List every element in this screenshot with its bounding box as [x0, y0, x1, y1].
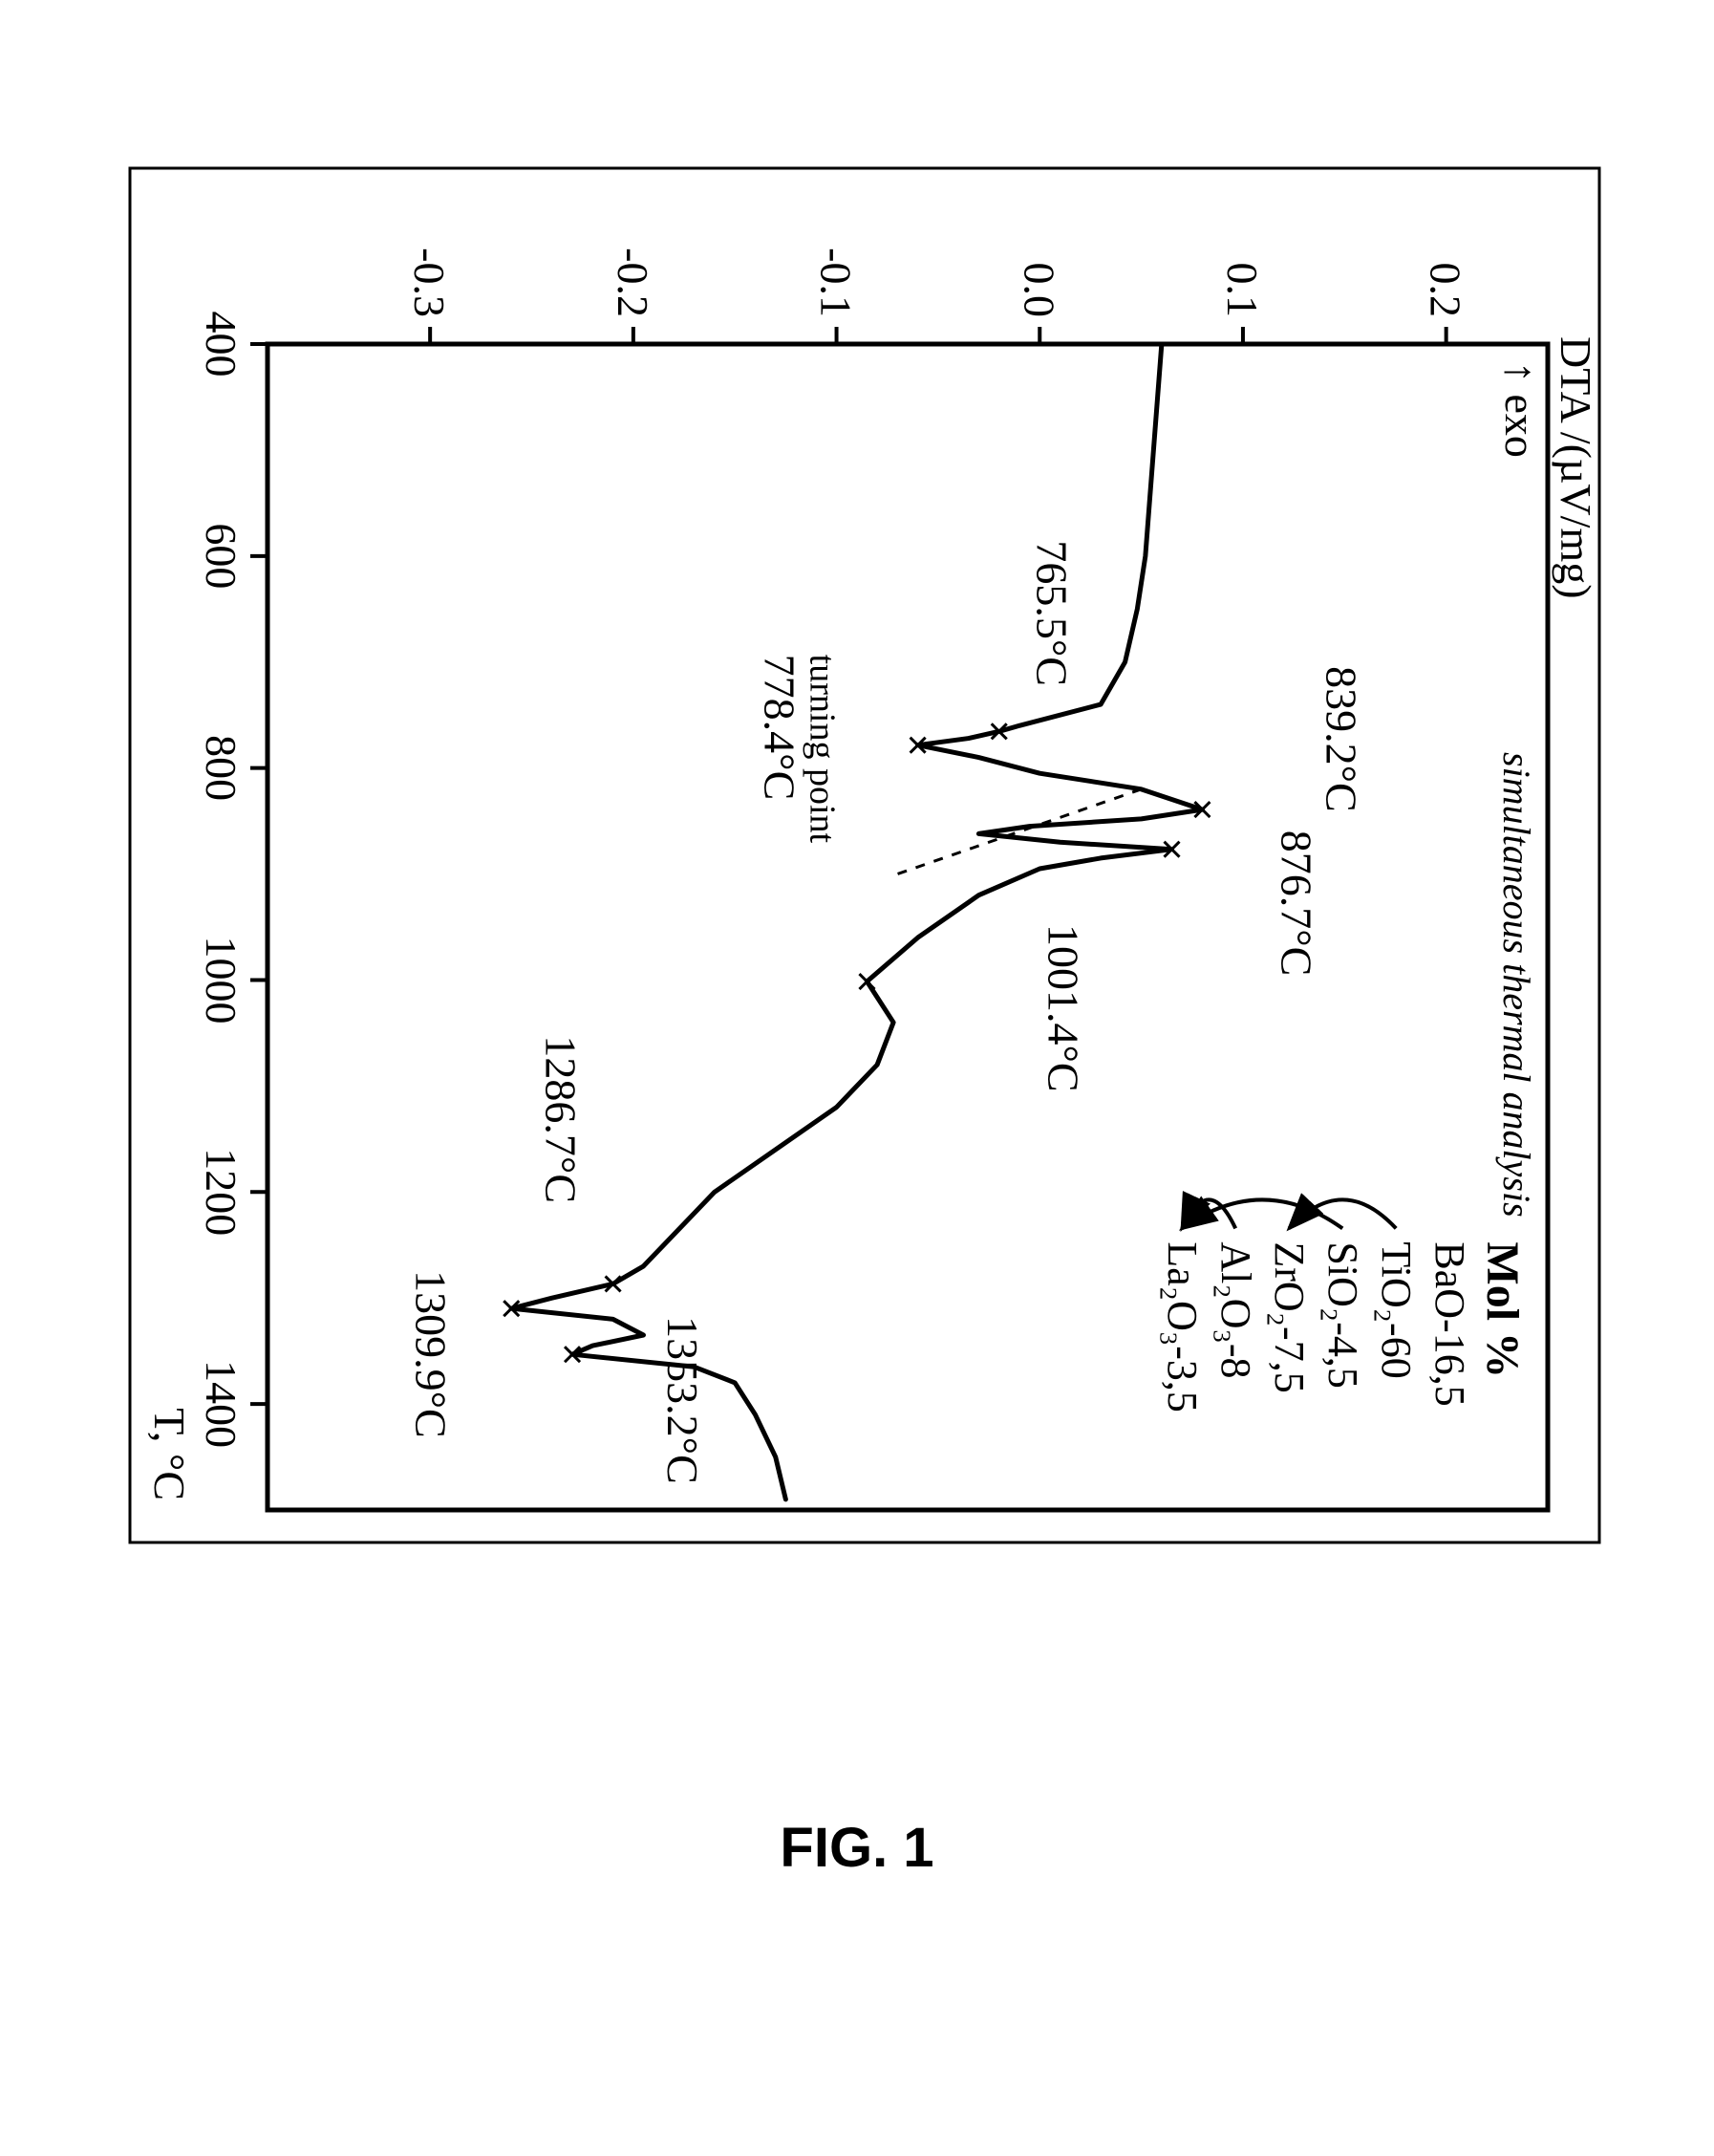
- svg-text:BaO-16,5: BaO-16,5: [1426, 1241, 1473, 1406]
- svg-text:600: 600: [197, 523, 246, 589]
- svg-text:0.0: 0.0: [1015, 263, 1063, 318]
- svg-text:1286.7°C: 1286.7°C: [537, 1035, 586, 1203]
- svg-text:765.5°C: 765.5°C: [1028, 540, 1077, 686]
- svg-text:-0.1: -0.1: [812, 248, 861, 317]
- svg-text:turning point: turning point: [803, 655, 843, 844]
- figure-caption: FIG. 1: [0, 1816, 1714, 1880]
- svg-text:SiO₂-4,5: SiO₂-4,5: [1319, 1241, 1366, 1388]
- svg-text:T, °C: T, °C: [145, 1408, 194, 1500]
- svg-text:La₂O₃-3,5: La₂O₃-3,5: [1159, 1241, 1206, 1412]
- svg-text:800: 800: [197, 735, 246, 801]
- svg-text:ZrO₂-7,5: ZrO₂-7,5: [1266, 1241, 1313, 1392]
- svg-text:Al₂O₃-8: Al₂O₃-8: [1212, 1241, 1259, 1378]
- svg-text:1400: 1400: [197, 1360, 246, 1448]
- chart-container: -0.3 -0.2 -0.1 0.0 0.1 0.2 400 600 800 1000 1200 14…: [124, 162, 1605, 1548]
- svg-text:DTA /(µV/mg): DTA /(µV/mg): [1552, 336, 1600, 599]
- dta-chart: -0.3 -0.2 -0.1 0.0 0.1 0.2 400 600 800 1000 1200 14…: [124, 162, 1605, 1548]
- dta-plot-svg: -0.3 -0.2 -0.1 0.0 0.1 0.2 400 600 800 1000 1200 14…: [124, 162, 1605, 1548]
- svg-text:1000: 1000: [197, 936, 246, 1024]
- svg-text:-0.2: -0.2: [609, 248, 657, 317]
- svg-text:0.2: 0.2: [1422, 263, 1470, 318]
- svg-text:876.7°C: 876.7°C: [1273, 830, 1321, 977]
- svg-text:-0.3: -0.3: [405, 248, 454, 317]
- svg-text:1353.2°C: 1353.2°C: [658, 1316, 707, 1484]
- svg-text:Mol %: Mol %: [1477, 1241, 1528, 1378]
- svg-text:1309.9°C: 1309.9°C: [406, 1270, 455, 1438]
- svg-text:0.1: 0.1: [1218, 263, 1267, 318]
- svg-text:400: 400: [197, 312, 246, 377]
- svg-text:1001.4°C: 1001.4°C: [1039, 924, 1087, 1092]
- svg-text:839.2°C: 839.2°C: [1317, 666, 1365, 812]
- svg-text:simultaneous thermal analysis: simultaneous thermal analysis: [1495, 752, 1538, 1218]
- svg-text:↑ exo: ↑ exo: [1496, 361, 1545, 458]
- svg-text:1200: 1200: [197, 1148, 246, 1236]
- svg-text:TiO₂-60: TiO₂-60: [1373, 1241, 1420, 1378]
- svg-text:778.4°C: 778.4°C: [756, 655, 804, 801]
